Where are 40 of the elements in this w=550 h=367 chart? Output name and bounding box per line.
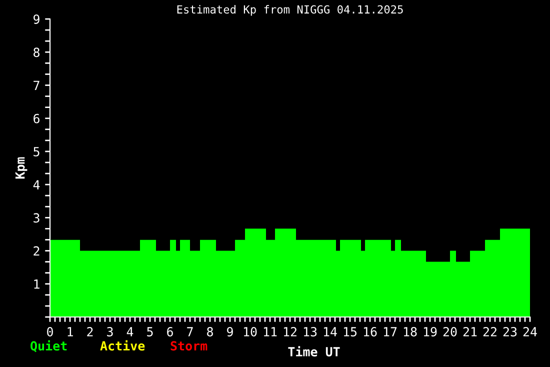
x-tick-label: 14 xyxy=(324,327,337,336)
x-tick-label: 21 xyxy=(463,327,477,336)
x-tick-label: 23 xyxy=(503,327,517,336)
x-tick-label: 22 xyxy=(483,327,496,336)
x-tick-label: 10 xyxy=(244,327,257,336)
y-tick-label: 6 xyxy=(34,114,40,124)
y-tick-label: 7 xyxy=(34,80,40,90)
chart-title: Estimated Kp from NIGGG 04.11.2025 xyxy=(177,5,403,16)
x-tick-label: 17 xyxy=(384,327,397,336)
y-tick-label: 4 xyxy=(33,180,40,190)
y-tick-label: 1 xyxy=(34,280,40,289)
x-tick-label: 13 xyxy=(304,327,317,336)
x-tick-label: 15 xyxy=(344,327,357,336)
x-tick-label: 9 xyxy=(227,327,233,336)
text: Active xyxy=(100,340,145,351)
y-tick-label: 2 xyxy=(34,246,40,256)
x-tick-label: 16 xyxy=(364,327,377,336)
x-tick-label: 11 xyxy=(264,327,277,336)
x-tick-label: 7 xyxy=(187,327,193,336)
x-tick-label: 5 xyxy=(147,327,153,336)
text: Quiet xyxy=(30,340,67,352)
x-tick-label: 8 xyxy=(207,327,213,336)
x-tick-label: 6 xyxy=(167,327,173,336)
x-tick-label: 2 xyxy=(87,327,93,336)
y-axis-title: Kpm xyxy=(15,157,28,179)
x-tick-label: 24 xyxy=(523,327,537,336)
y-tick-label: 8 xyxy=(34,48,40,58)
x-tick-label: 1 xyxy=(68,327,73,336)
x-tick-label: 12 xyxy=(284,327,296,336)
x-tick-label: 4 xyxy=(126,327,134,336)
x-tick-label: 18 xyxy=(404,327,417,336)
x-tick-label: 0 xyxy=(47,327,53,336)
text: Storm xyxy=(170,341,208,351)
y-tick-label: 9 xyxy=(34,14,40,24)
x-tick-label: 3 xyxy=(107,327,113,336)
x-tick-label: 20 xyxy=(443,327,457,336)
y-tick-label: 5 xyxy=(34,147,40,156)
x-axis-title: Time UT xyxy=(288,346,340,356)
x-tick-label: 19 xyxy=(424,327,437,336)
y-tick-label: 3 xyxy=(34,213,40,223)
